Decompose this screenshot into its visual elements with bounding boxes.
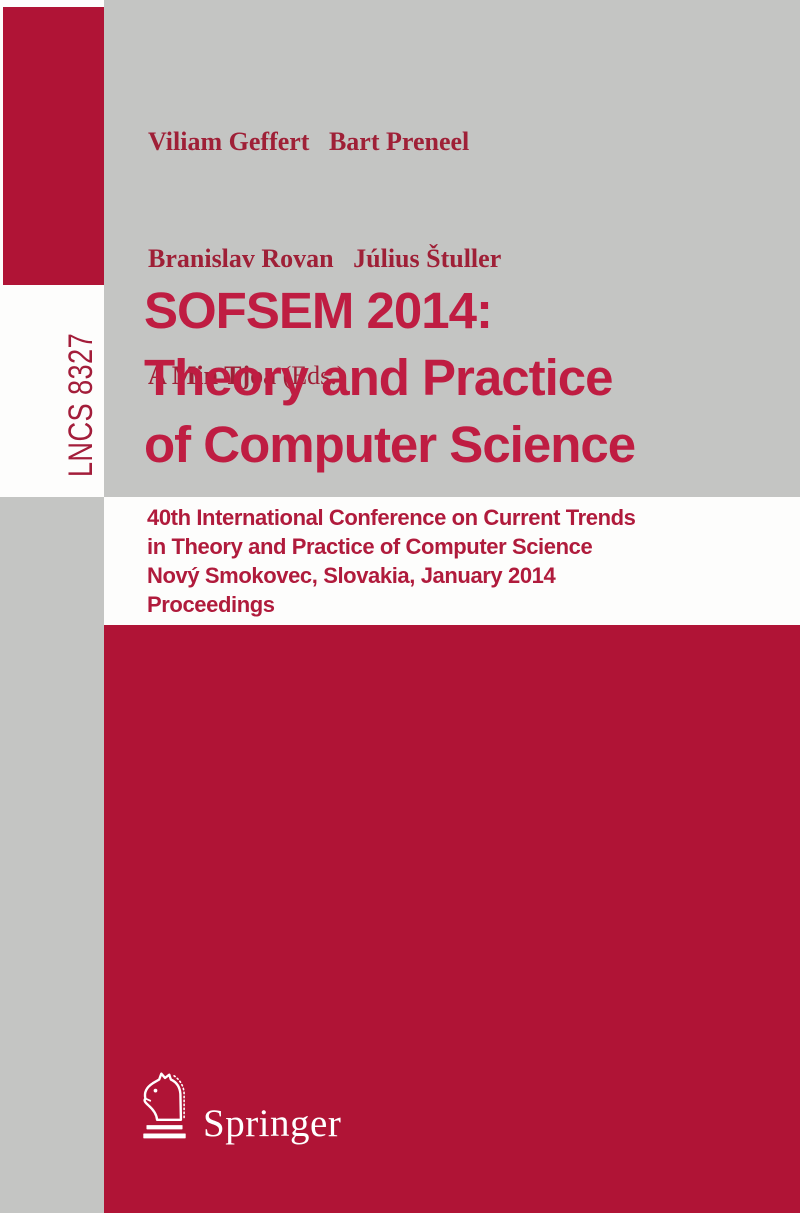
publisher-wordmark: Springer [203,1102,342,1145]
spine-gray-field [0,497,104,1213]
publisher-logo: Springer [138,1072,342,1146]
book-subtitle-line: 40th International Conference on Current… [147,505,636,530]
book-subtitle-line: in Theory and Practice of Computer Scien… [147,534,593,559]
cover-gray-field [104,0,800,497]
book-subtitle: 40th International Conference on Current… [147,503,636,619]
cover-white-band [104,497,800,625]
book-title-line: of Computer Science [144,416,636,473]
spine-red-block [3,7,104,285]
editors-line: Viliam Geffert Bart Preneel [148,127,470,156]
book-subtitle-line: Proceedings [147,592,275,617]
editor-name: A Min Tjoa [148,361,283,390]
editors-suffix: (Eds.) [282,361,346,390]
spine-series-label: LNCS 8327 [62,332,100,478]
book-subtitle-line: Nový Smokovec, Slovakia, January 2014 [147,563,556,588]
book-title-line: Theory and Practice [144,349,614,406]
book-title-line: SOFSEM 2014: [144,282,493,339]
book-title: SOFSEM 2014: Theory and Practice of Comp… [144,277,636,478]
cover-red-field [104,625,800,1213]
editors-block: Viliam Geffert Bart Preneel Branislav Ro… [148,44,501,473]
springer-horse-icon [138,1071,191,1146]
editors-line: A Min Tjoa (Eds.) [148,356,501,395]
editors-line: Branislav Rovan Július Štuller [148,244,502,273]
